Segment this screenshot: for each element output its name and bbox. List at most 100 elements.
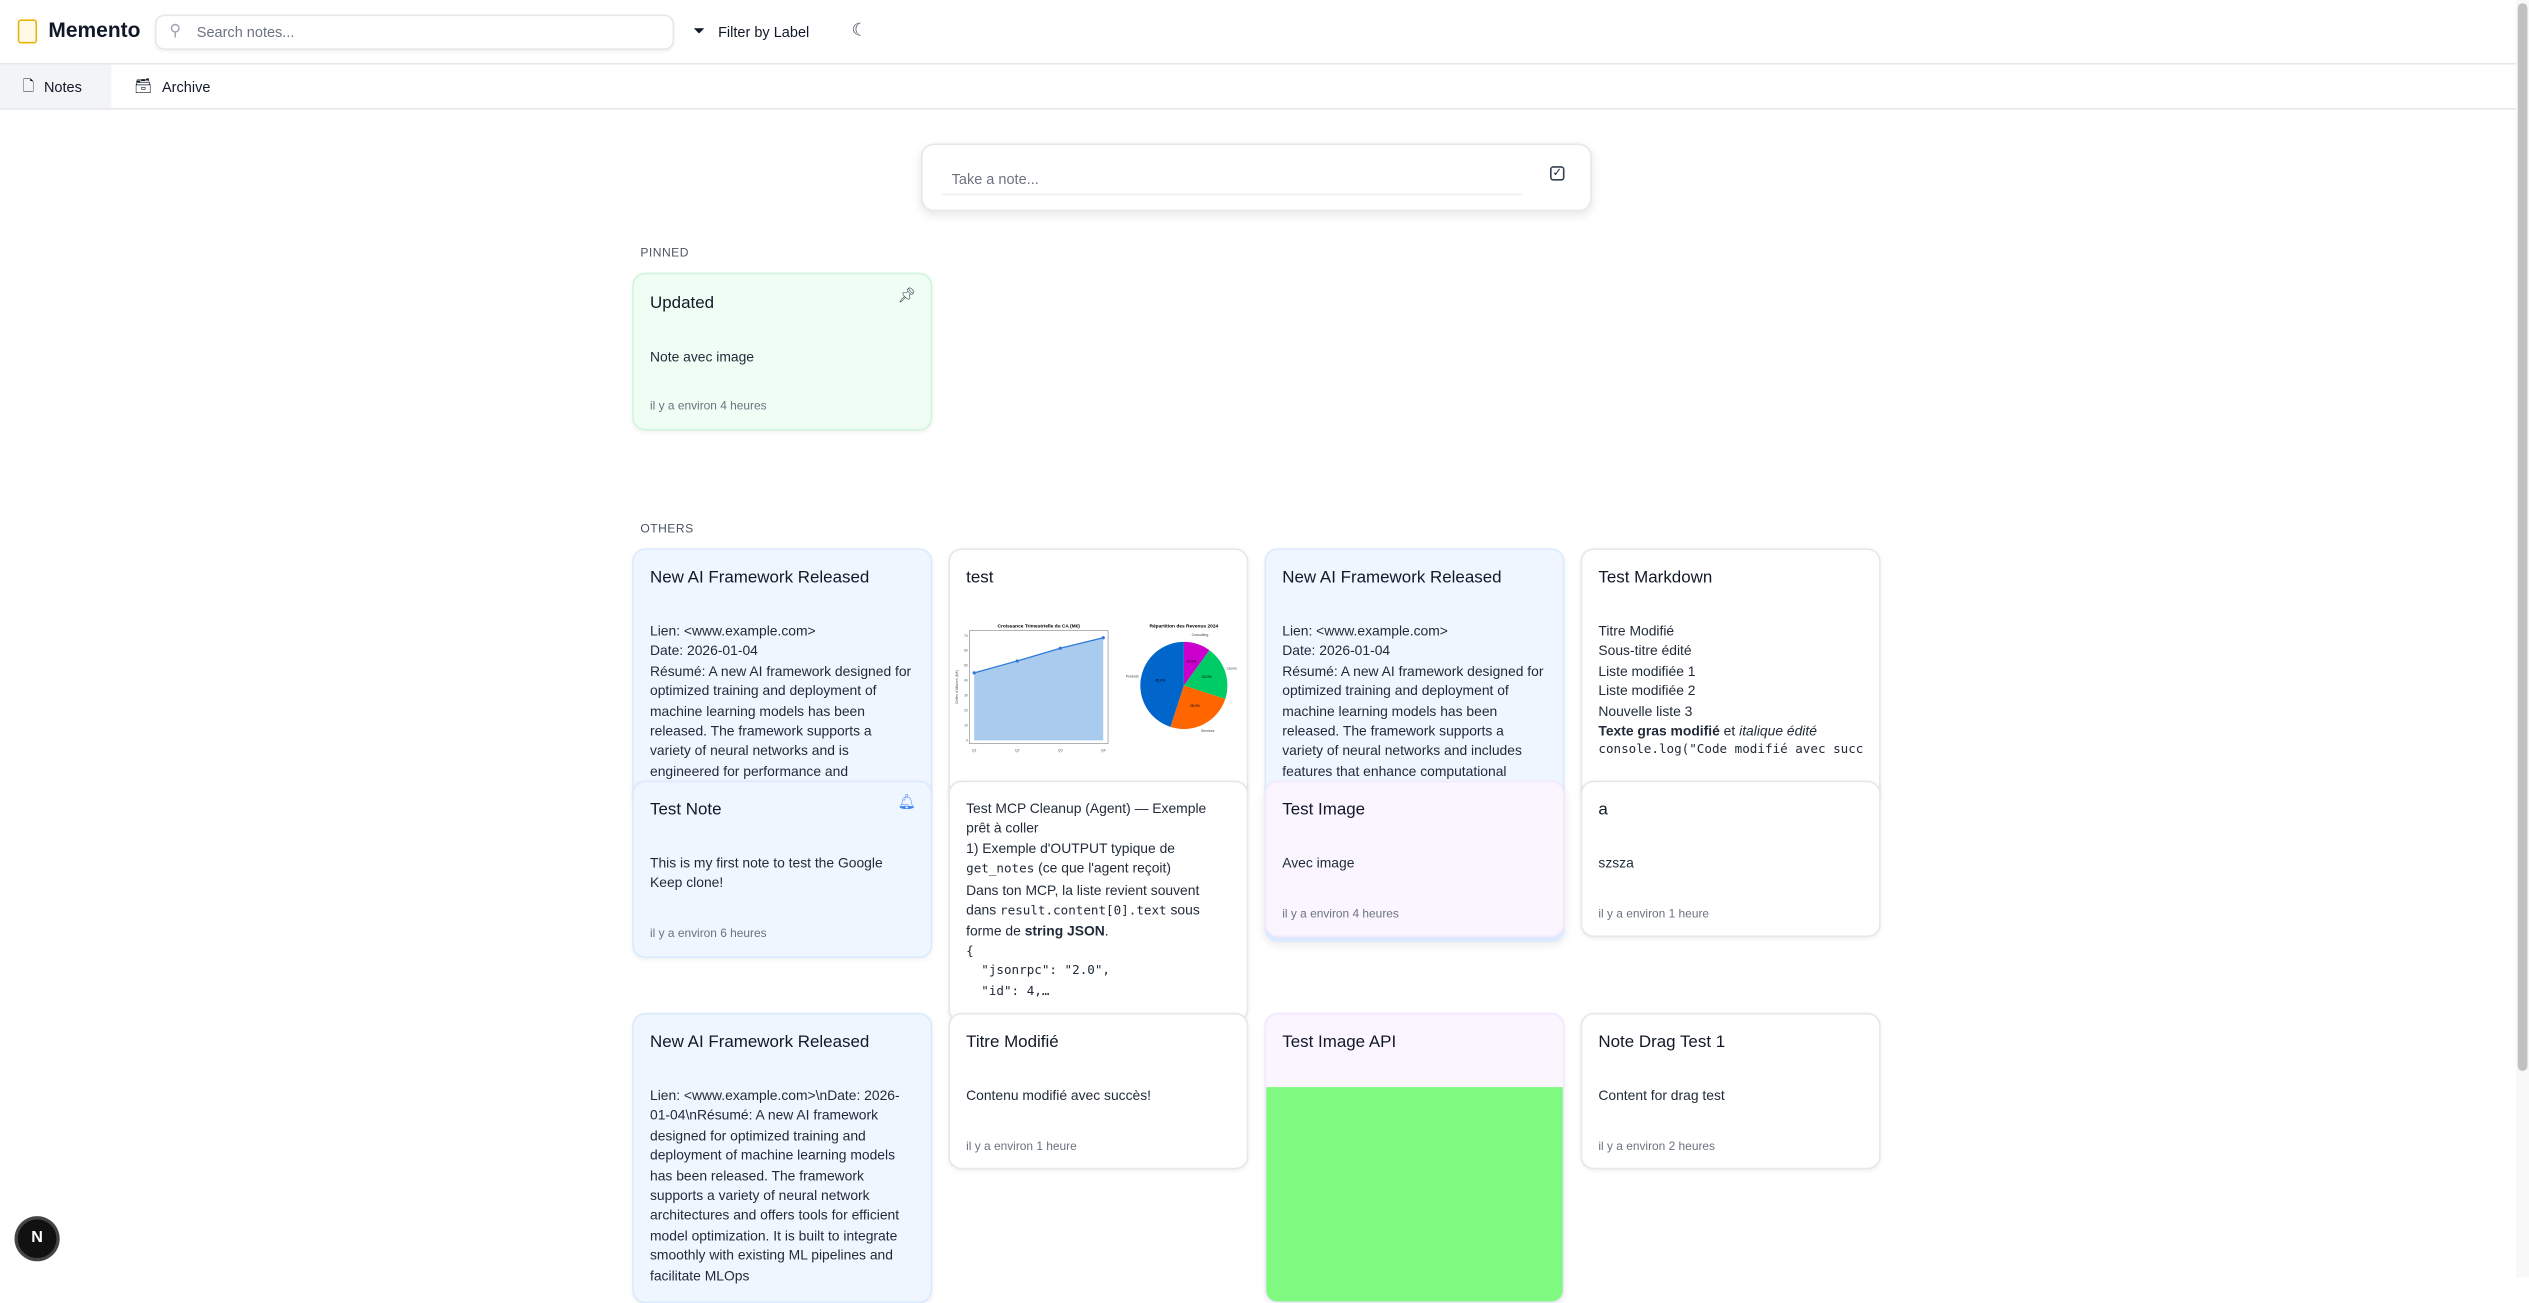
pie-slice: [1183, 641, 1210, 686]
dev-tools-button[interactable]: N: [17, 1219, 57, 1259]
pin-icon[interactable]: 📌︎: [897, 287, 917, 304]
note-line: Sous-titre édité: [1598, 642, 1692, 659]
y-tick-label: 60: [964, 649, 968, 653]
note-timestamp: il y a environ 4 heures: [1282, 906, 1399, 921]
tab-label: Notes: [43, 78, 82, 95]
note-card-test-markdown[interactable]: Test Markdown Titre Modifié Sous-titre é…: [1580, 548, 1881, 807]
y-tick-label: 50: [964, 664, 968, 668]
note-image: [1266, 1087, 1563, 1302]
pie-slice-label: Licences: [1227, 666, 1237, 670]
bell-reminder-icon[interactable]: 🔔︎: [897, 793, 917, 810]
note-body: szsza: [1598, 854, 1634, 871]
note-line: Titre Modifié: [1598, 622, 1675, 639]
note-title: Note Drag Test 1: [1598, 1032, 1726, 1052]
area-fill: [974, 637, 1104, 741]
note-line: Liste modifiée 1: [1598, 662, 1696, 679]
note-title: Test Note: [649, 799, 722, 820]
note-title: Test Markdown: [1598, 567, 1713, 588]
others-heading: OTHERS: [640, 520, 694, 536]
note-card-test[interactable]: test Croissance Trimestrielle du CA (M€)…: [948, 548, 1249, 807]
code-block: { "jsonrpc": "2.0", "id": 4,…: [966, 943, 1111, 998]
note-card-drag-test[interactable]: Note Drag Test 1 Content for drag test i…: [1580, 1012, 1881, 1170]
note-timestamp: il y a environ 2 heures: [1598, 1138, 1716, 1154]
data-point: [1101, 636, 1105, 640]
data-point: [1015, 659, 1019, 663]
y-tick-label: 20: [964, 709, 968, 713]
app-title: Memento: [48, 17, 141, 42]
note-card-ai-framework[interactable]: New AI Framework Released Lien: <www.exa…: [1264, 548, 1565, 807]
note-body: Content for drag test: [1598, 1087, 1725, 1104]
note-timestamp: il y a environ 4 heures: [649, 398, 767, 413]
nav-tabs: 🗋 Notes 🗃 Archive: [0, 64, 2517, 110]
note-card-test-note[interactable]: Test Note 🔔︎ This is my first note to te…: [632, 780, 933, 959]
note-timestamp: il y a environ 1 heure: [966, 1138, 1077, 1154]
italic-text: italique édité: [1739, 722, 1817, 739]
pie-pct-label: 25.0%: [1190, 704, 1201, 708]
archive-icon: 🗃: [133, 77, 153, 94]
bold-text: Texte gras modifié: [1598, 722, 1720, 739]
note-text: sous forme de: [966, 901, 1200, 940]
filter-by-label-button[interactable]: ⏷ Filter by Label: [694, 23, 810, 41]
take-note-placeholder: Take a note...: [951, 170, 1039, 188]
data-point: [972, 671, 976, 675]
note-line: 1) Exemple d'OUTPUT typique de: [966, 840, 1175, 857]
y-tick-label: 30: [964, 694, 968, 698]
code-line: console.log("Code modifié avec succès"): [1598, 742, 1863, 758]
x-tick-label: Q4: [1101, 749, 1106, 753]
inline-code: result.content[0].text: [1000, 903, 1167, 918]
top-header: Memento ⚲ Search notes... ⏷ Filter by La…: [0, 0, 2517, 65]
x-tick-label: Q1: [972, 749, 977, 753]
note-line: Liste modifiée 2: [1598, 682, 1696, 699]
note-title: Updated: [649, 293, 715, 313]
note-card-ai-framework[interactable]: New AI Framework Released Lien: <www.exa…: [632, 1012, 933, 1303]
pie-pct-label: 20.0%: [1202, 675, 1213, 679]
note-card-test-mcp[interactable]: Test MCP Cleanup (Agent) — Exemple prêt …: [948, 780, 1249, 1023]
pie-pct-label: 45.0%: [1155, 679, 1166, 683]
note-body: Lien: <www.example.com>\nDate: 2026-01-0…: [649, 1087, 900, 1284]
search-icon: ⚲: [169, 22, 182, 41]
note-card-titre-modifie[interactable]: Titre Modifié Contenu modifié avec succè…: [948, 1012, 1249, 1170]
tab-notes[interactable]: 🗋 Notes: [0, 64, 112, 109]
note-title: New AI Framework Released: [649, 567, 870, 588]
note-title: a: [1598, 799, 1608, 820]
bold-text: string JSON: [1024, 923, 1105, 940]
scrollbar-thumb[interactable]: [2517, 3, 2528, 1071]
note-card-a[interactable]: a szsza il y a environ 1 heure: [1580, 780, 1881, 938]
note-line: Résumé: A new AI framework designed for …: [649, 662, 912, 779]
search-placeholder: Search notes...: [196, 24, 295, 41]
pie-slice: [1183, 650, 1228, 699]
pie-slice: [1170, 685, 1226, 730]
note-title: Test Image API: [1282, 1032, 1397, 1052]
note-line: Lien: <www.example.com>: [649, 622, 816, 639]
filter-icon: ⏷: [693, 22, 706, 39]
note-line: Résumé: A new AI framework designed for …: [1282, 662, 1544, 779]
note-logo-icon: [17, 19, 38, 44]
plot-frame: [969, 630, 1109, 744]
dark-mode-toggle-moon-icon[interactable]: ☾: [851, 20, 868, 41]
note-line: Nouvelle liste 3: [1598, 702, 1693, 719]
scrollbar[interactable]: [2516, 0, 2529, 1278]
x-tick-label: Q2: [1015, 749, 1020, 753]
take-note-input[interactable]: Take a note... ✓: [920, 143, 1592, 212]
checklist-icon[interactable]: ✓: [1549, 166, 1565, 181]
file-icon: 🗋: [22, 76, 35, 93]
chart-title: Croissance Trimestrielle du CA (M€): [997, 623, 1080, 629]
pie-slice-label: Consulting: [1192, 633, 1209, 637]
search-input[interactable]: ⚲ Search notes...: [154, 14, 675, 50]
tab-archive[interactable]: 🗃 Archive: [111, 65, 233, 109]
data-point: [1058, 646, 1062, 650]
pie-slice-label: Services: [1201, 729, 1215, 733]
note-title: New AI Framework Released: [649, 1032, 870, 1052]
note-card-updated[interactable]: Updated 📌︎ Note avec image il y a enviro…: [632, 272, 933, 431]
note-card-test-image[interactable]: Test Image Avec image il y a environ 4 h…: [1264, 780, 1565, 938]
pie-slice: [1140, 641, 1184, 727]
note-card-ai-framework[interactable]: New AI Framework Released Lien: <www.exa…: [632, 548, 933, 807]
note-body: Note avec image: [649, 348, 755, 365]
y-tick-label: 70: [964, 634, 968, 638]
pinned-heading: PINNED: [640, 245, 689, 260]
note-card-test-image-api[interactable]: Test Image API: [1264, 1012, 1565, 1303]
y-tick-label: 10: [964, 724, 968, 728]
note-body: This is my first note to test the Google…: [649, 854, 883, 891]
filter-label: Filter by Label: [718, 23, 810, 40]
note-text: .: [1104, 923, 1109, 940]
